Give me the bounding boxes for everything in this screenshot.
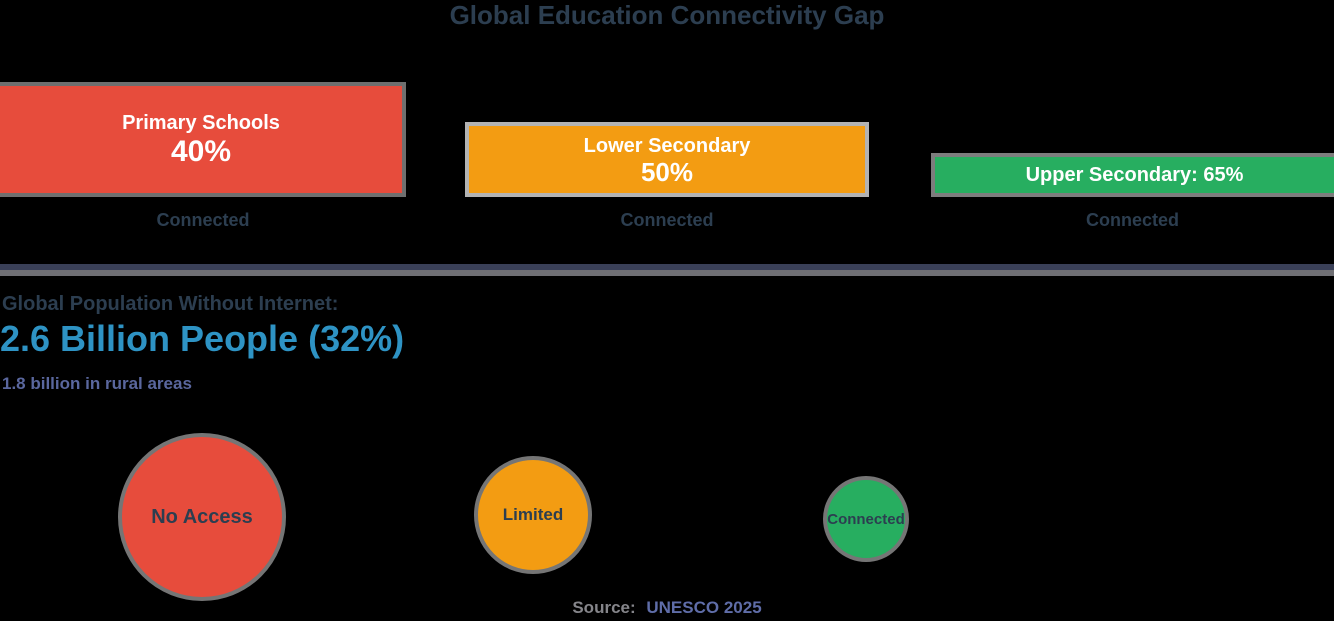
bar-lower-caption: Connected — [620, 210, 714, 230]
bubble-no-access: No Access — [118, 433, 286, 601]
chart-title: Global Education Connectivity Gap — [449, 0, 885, 30]
bar-upper-label: Upper Secondary: 65% — [1025, 164, 1244, 186]
bar-lower-secondary: Lower Secondary 50% — [465, 122, 869, 197]
bar-upper-caption: Connected — [1085, 210, 1179, 230]
bar-primary-caption: Connected — [156, 210, 250, 230]
bubble-limited: Limited — [474, 456, 592, 574]
bar-lower-value: 50% — [640, 156, 694, 187]
bar-lower-label: Lower Secondary — [583, 134, 751, 157]
bar-primary-value: 40% — [170, 134, 232, 168]
source-label: Source: — [572, 598, 636, 617]
bar-upper-secondary: Upper Secondary: 65% — [931, 153, 1334, 197]
bubble-connected-label: Connected — [827, 510, 905, 528]
bar-primary-schools: Primary Schools 40% — [0, 82, 406, 197]
bar-primary-label: Primary Schools — [122, 111, 280, 134]
source-value: UNESCO 2025 — [646, 598, 762, 617]
stats-heading: Global Population Without Internet: — [2, 293, 339, 315]
bubble-connected: Connected — [823, 476, 909, 562]
bubble-limited-label: Limited — [502, 505, 564, 524]
bubble-no-access-label: No Access — [151, 505, 253, 528]
section-divider — [0, 264, 1334, 276]
stats-subtext: 1.8 billion in rural areas — [2, 374, 192, 393]
stats-highlight: 2.6 Billion People (32%) — [0, 318, 405, 359]
source-line: Source: UNESCO 2025 — [0, 598, 1334, 618]
